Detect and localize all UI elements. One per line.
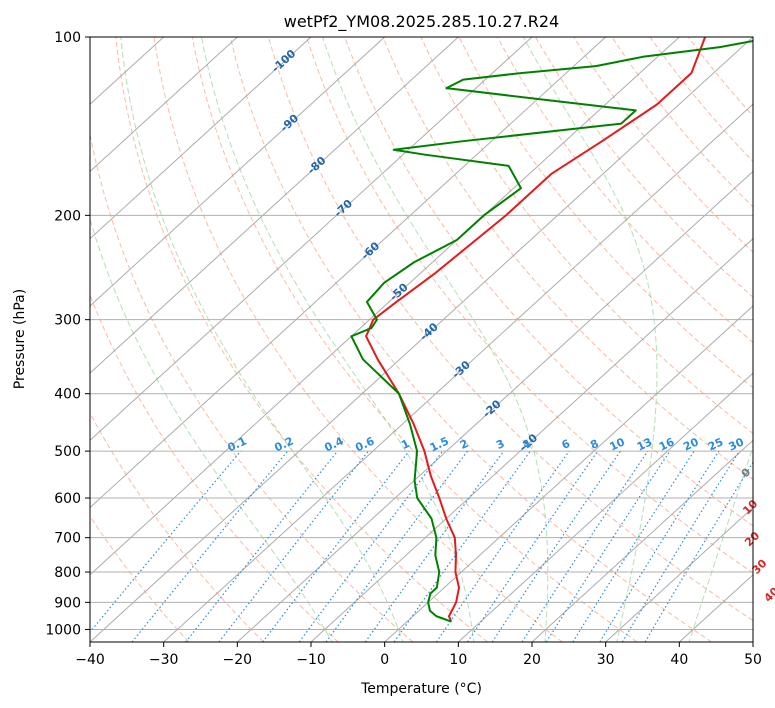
isotherm-line bbox=[90, 37, 680, 576]
mixing-ratio-label: 20 bbox=[681, 435, 701, 453]
y-axis-ticks: 1000 900 800 700 600 500 400 300 200 100 bbox=[45, 30, 90, 638]
y-tick-label: 700 bbox=[54, 531, 81, 547]
isotherm-line bbox=[90, 37, 386, 307]
moist-adiabats bbox=[90, 37, 753, 642]
mixing-ratio-line bbox=[131, 450, 289, 642]
x-tick-label: 30 bbox=[597, 652, 615, 668]
mixing-ratio-line bbox=[621, 450, 740, 642]
mixing-ratio-label: 10 bbox=[608, 435, 628, 453]
x-tick-label: 10 bbox=[449, 652, 467, 668]
mixing-ratio-line bbox=[545, 450, 671, 642]
y-tick-label: 800 bbox=[54, 565, 81, 581]
dry-adiabat-line bbox=[90, 515, 190, 642]
dry-adiabat-line bbox=[611, 37, 753, 208]
isotherm-line bbox=[605, 506, 753, 642]
mixing-ratio-line bbox=[572, 450, 695, 642]
isotherm-line bbox=[90, 37, 533, 442]
moist-adiabat-line bbox=[90, 217, 333, 642]
isotherm-line bbox=[90, 37, 312, 240]
moist-adiabat-line bbox=[522, 37, 658, 642]
x-tick-label: 0 bbox=[380, 652, 389, 668]
mixing-ratio-line bbox=[262, 450, 410, 642]
y-tick-label: 100 bbox=[54, 30, 81, 46]
y-tick-label: 300 bbox=[54, 313, 81, 329]
mixing-ratio-label: 16 bbox=[657, 435, 677, 453]
mixing-ratio-line bbox=[364, 450, 505, 642]
x-tick-label: 40 bbox=[670, 652, 688, 668]
x-tick-label: −30 bbox=[149, 652, 179, 668]
x-tick-label: 20 bbox=[523, 652, 541, 668]
mixing-ratio-line bbox=[185, 450, 339, 642]
mixing-ratio-line bbox=[218, 450, 369, 642]
dry-adiabat-line bbox=[535, 37, 753, 298]
plot-area bbox=[90, 37, 753, 642]
isotherm-line bbox=[90, 37, 459, 374]
x-tick-label: −10 bbox=[296, 652, 326, 668]
isotherm-line bbox=[90, 37, 753, 642]
x-tick-label: −20 bbox=[223, 652, 253, 668]
dry-adiabat-line bbox=[268, 37, 753, 622]
dry-adiabat-line bbox=[229, 37, 712, 642]
dry-adiabat-line bbox=[382, 37, 753, 481]
y-tick-label: 400 bbox=[54, 387, 81, 403]
mixing-ratio-label: 30 bbox=[727, 435, 747, 453]
dry-adiabat-line bbox=[90, 131, 414, 642]
moist-adiabat-line bbox=[200, 37, 475, 642]
isotherm-line bbox=[163, 103, 753, 642]
dewpoint-profile-line bbox=[350, 40, 753, 623]
moist-adiabat-line bbox=[322, 37, 549, 642]
dry-adiabat-line bbox=[90, 293, 339, 642]
dry-adiabat-line bbox=[344, 37, 753, 527]
mixing-ratio-label: 13 bbox=[635, 435, 654, 453]
x-tick-label: 50 bbox=[744, 652, 762, 668]
moist-adiabat-line bbox=[688, 445, 753, 642]
dry-adiabat-line bbox=[496, 37, 753, 344]
isotherm-line bbox=[457, 372, 753, 642]
y-tick-label: 1000 bbox=[45, 622, 81, 638]
y-tick-label: 900 bbox=[54, 595, 81, 611]
mixing-ratio-line bbox=[599, 450, 720, 642]
isotherm-line bbox=[384, 305, 753, 642]
chart-title: wetPf2_YM08.2025.285.10.27.R24 bbox=[284, 12, 559, 32]
x-axis-label: Temperature (°C) bbox=[360, 681, 482, 697]
mixing-ratio-lines bbox=[90, 450, 753, 642]
isotherm-line bbox=[90, 37, 238, 173]
y-tick-label: 500 bbox=[54, 444, 81, 460]
mixing-ratio-line bbox=[393, 450, 531, 642]
dry-adiabat-line bbox=[115, 37, 488, 642]
x-axis-ticks: −40 −30 −20 −10 0 10 20 30 40 50 bbox=[75, 642, 762, 668]
plot-frame bbox=[89, 36, 754, 643]
y-tick-label: 200 bbox=[54, 208, 81, 224]
isotherm-line bbox=[531, 439, 753, 642]
mixing-ratio-label: 25 bbox=[706, 435, 725, 453]
dry-adiabat-line bbox=[306, 37, 753, 574]
isotherm-line bbox=[236, 170, 753, 642]
temperature-profile-line bbox=[365, 37, 707, 622]
profile-series bbox=[350, 37, 753, 623]
y-tick-label: 600 bbox=[54, 491, 81, 507]
mixing-ratio-line bbox=[467, 450, 599, 642]
pressure-gridlines bbox=[90, 37, 753, 630]
y-axis-label: Pressure (hPa) bbox=[12, 289, 28, 389]
moist-adiabat-line bbox=[120, 37, 404, 642]
mixing-ratio-line bbox=[644, 461, 753, 642]
dry-adiabat-line bbox=[191, 37, 638, 642]
isotherm-line bbox=[310, 237, 753, 642]
dry-adiabat-line bbox=[458, 37, 753, 389]
dry-adiabat-line bbox=[649, 37, 753, 163]
mixing-ratio-line bbox=[90, 450, 242, 634]
x-tick-label: −40 bbox=[75, 652, 105, 668]
